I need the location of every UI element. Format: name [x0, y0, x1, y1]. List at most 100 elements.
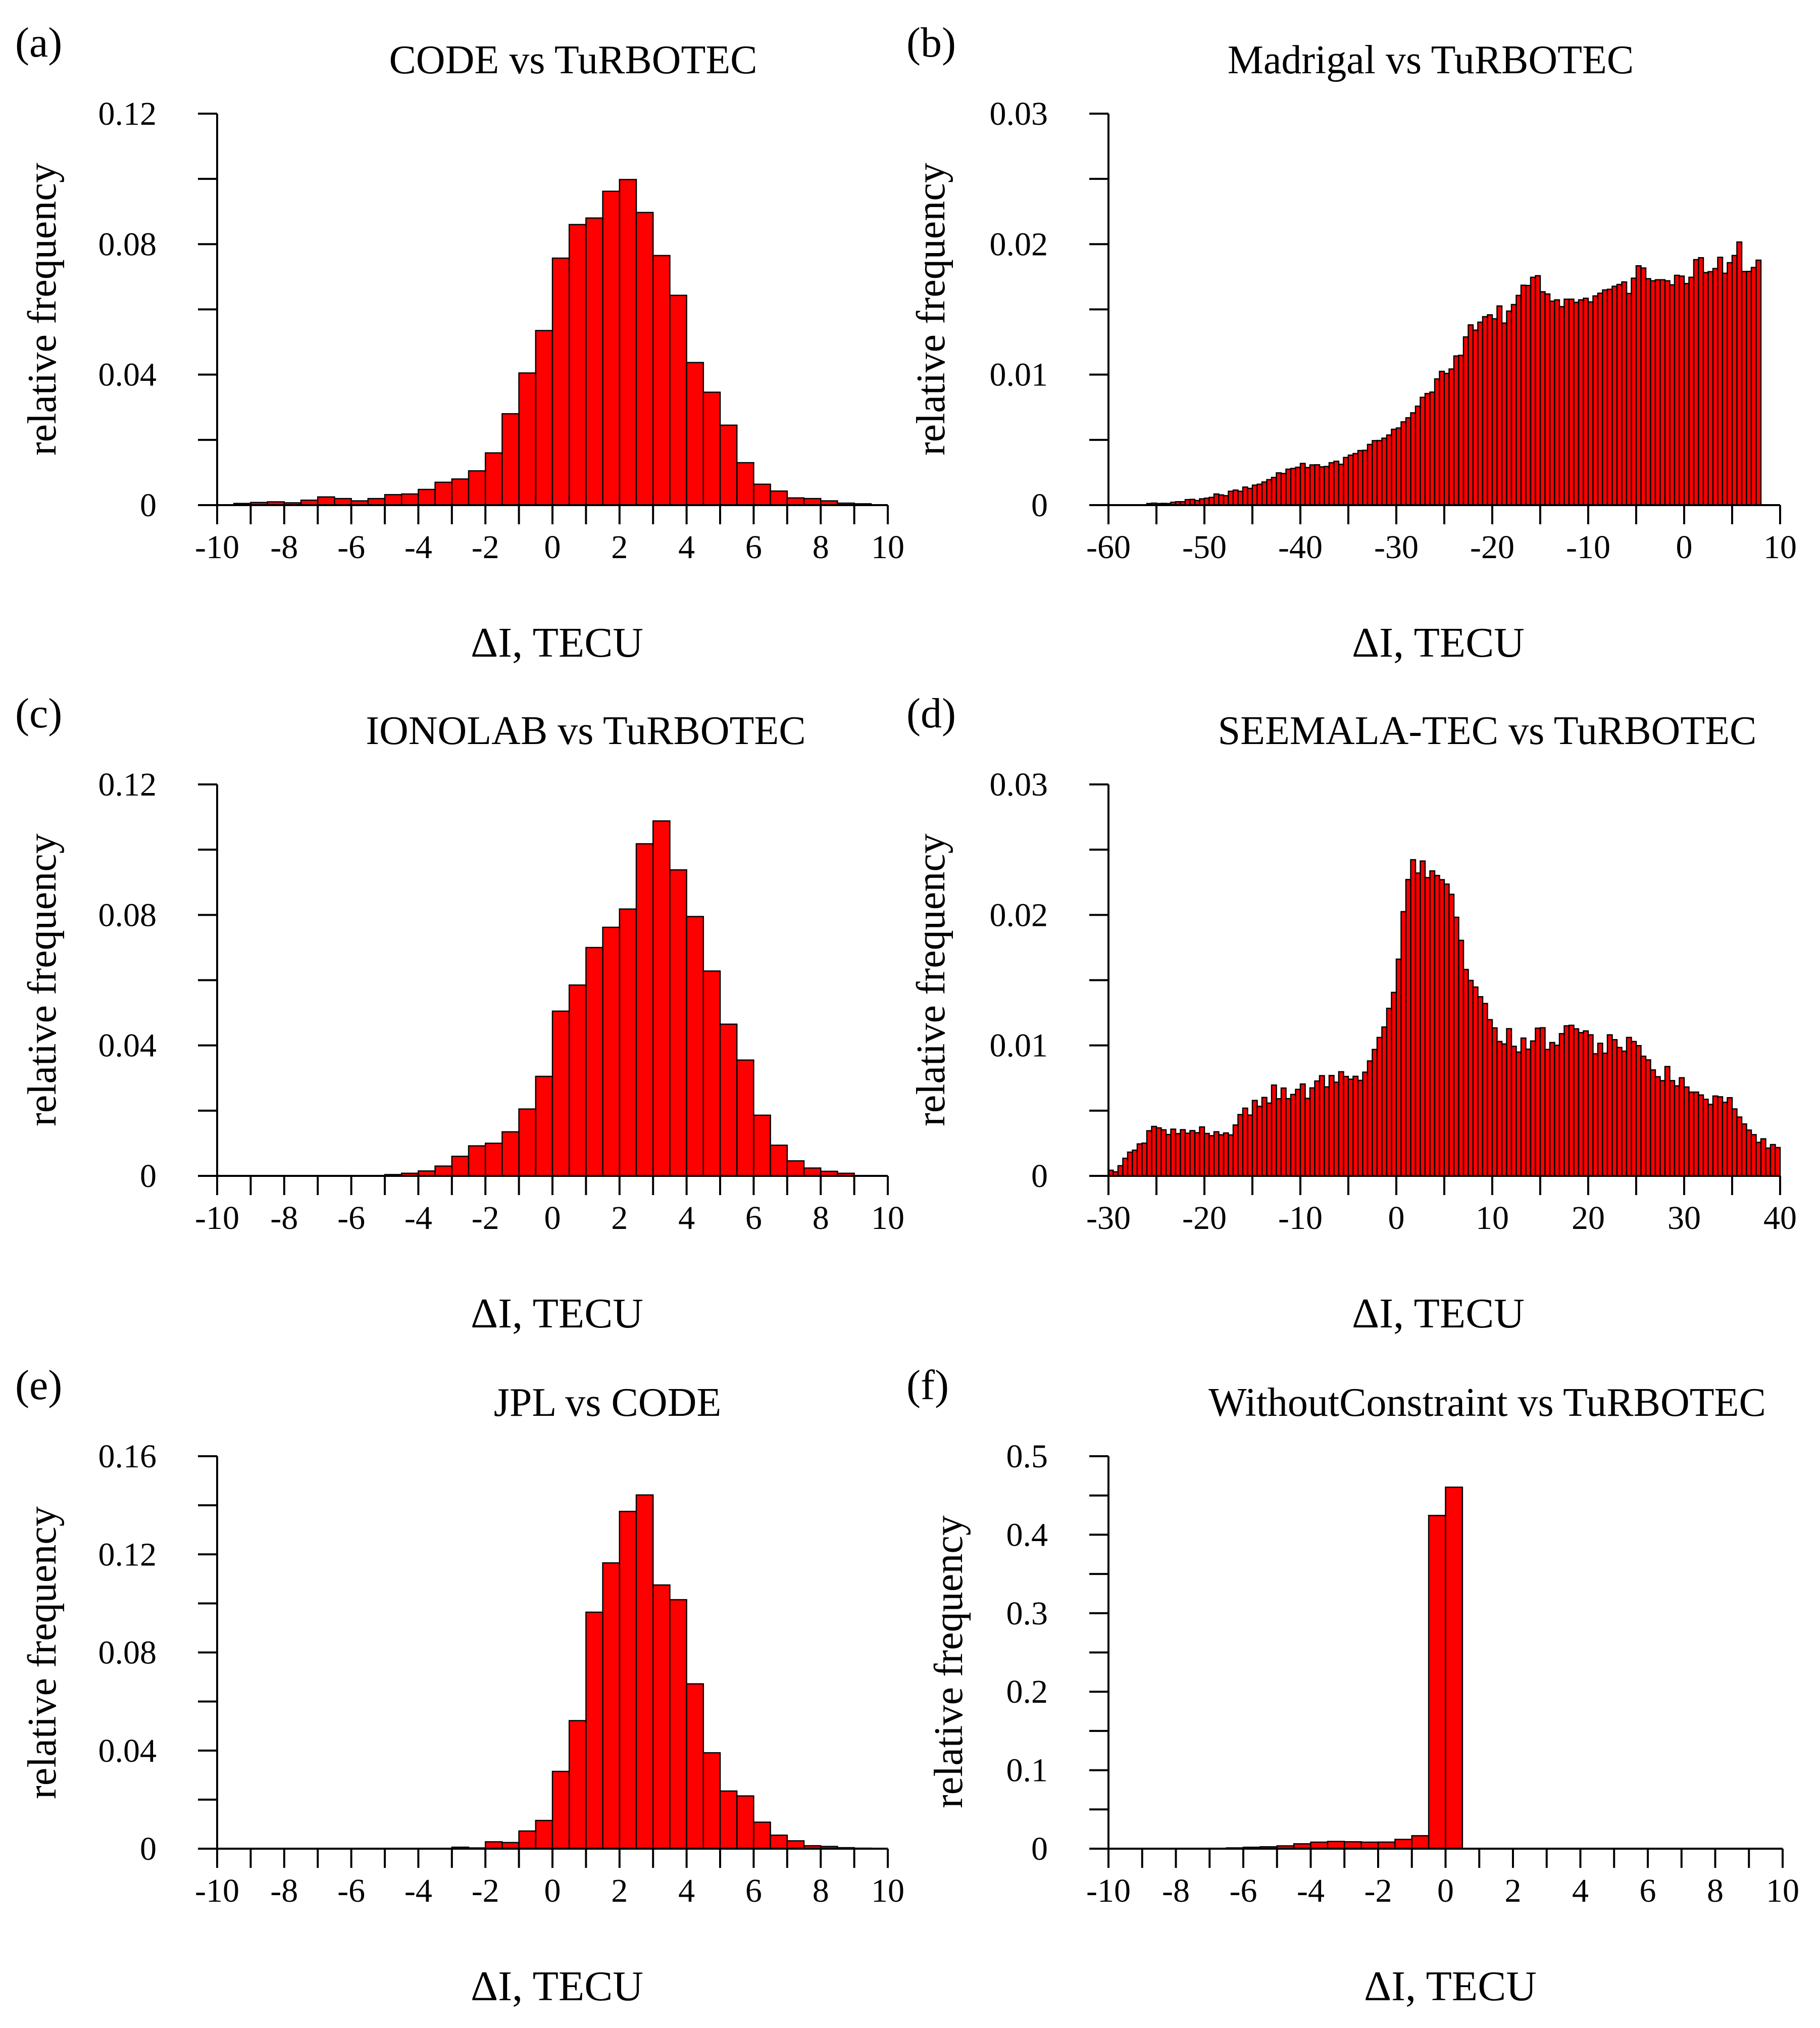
- panel-b-bar: [1247, 487, 1253, 506]
- panel-b-bar: [1535, 275, 1541, 506]
- panel-d-x-tick-label: -10: [1278, 1200, 1323, 1236]
- panel-b-bar: [1606, 288, 1613, 506]
- panel-a-y-tick-label: 0.12: [98, 95, 157, 132]
- panel-d-bar: [1141, 1142, 1148, 1177]
- panel-b-y-ticks: 0 0.01 0.02 0.03: [990, 95, 1108, 524]
- panel-c-bar: [719, 1023, 738, 1177]
- panel-b-bar: [1343, 457, 1349, 506]
- panel-c-x-tick-label: -2: [472, 1200, 499, 1236]
- panel-a-bar: [551, 257, 570, 506]
- panel-d-y-tick-label: 0.03: [990, 766, 1048, 803]
- panel-b-bar: [1736, 241, 1743, 506]
- panel-a-bar: [702, 391, 721, 506]
- panel-b-bar: [1386, 434, 1392, 506]
- panel-b-bar: [1501, 322, 1507, 506]
- panel-a-x-tick-label: -6: [337, 529, 365, 566]
- panel-b-bar: [1468, 324, 1474, 506]
- panel-b-bar: [1347, 454, 1354, 506]
- panel-b-bar: [1750, 267, 1757, 506]
- panel-e-bar: [736, 1795, 754, 1850]
- panel-b-bar: [1299, 463, 1306, 506]
- panel-b-bar: [1664, 280, 1671, 506]
- panel-a-bar: [770, 490, 788, 506]
- panel-d-bar: [1352, 1075, 1359, 1177]
- panel-e-x-tick-label: 6: [745, 1872, 762, 1909]
- panel-b-bar: [1554, 299, 1560, 506]
- panel-c-y-ticks: 0 0.04 0.08 0.12: [98, 766, 217, 1195]
- panel-a-x-axis-label: ΔI, TECU: [471, 619, 643, 666]
- panel-a-x-tick-label: -8: [270, 529, 298, 566]
- panel-d-bar: [1654, 1076, 1661, 1177]
- panel-c-x-tick-label: 10: [871, 1200, 904, 1236]
- panel-b-bar: [1395, 427, 1402, 506]
- panel-f-x-tick-label: 6: [1640, 1872, 1656, 1909]
- panel-b-bar: [1424, 392, 1431, 506]
- panel-e-x-tick-label: -2: [472, 1872, 499, 1909]
- panel-b-bar: [1213, 493, 1220, 506]
- panel-d-bar: [1674, 1085, 1680, 1177]
- panel-b-bar: [1712, 268, 1718, 506]
- panel-b-bar: [1295, 466, 1301, 506]
- panel-b-bar: [1285, 468, 1292, 506]
- panel-b-bar: [1506, 310, 1512, 506]
- panel-c-bar: [686, 916, 704, 1177]
- panel-b-bar: [1304, 467, 1311, 506]
- panel-d-bars: [1107, 859, 1781, 1177]
- panel-d-y-tick-label: 0: [1031, 1158, 1048, 1195]
- panel-e-y-tick-label: 0.12: [98, 1536, 157, 1573]
- panel-d-bar: [1539, 1027, 1546, 1177]
- panel-d-bar: [1462, 969, 1469, 1177]
- panel-b-x-tick-label: 0: [1676, 529, 1693, 566]
- panel-c-bar: [501, 1131, 520, 1177]
- panel-b-bar: [1314, 464, 1321, 506]
- panel-f-bar: [1428, 1515, 1446, 1850]
- panel-c-x-tick-label: -6: [337, 1200, 365, 1236]
- panel-a-y-ticks: 0 0.04 0.08 0.12: [98, 95, 217, 524]
- panel-a-bar: [669, 294, 687, 506]
- panel-d-bar: [1429, 870, 1436, 1177]
- panel-d-bar: [1563, 1025, 1570, 1177]
- panel-d-bar: [1184, 1132, 1191, 1177]
- panel-d-bar: [1160, 1129, 1167, 1177]
- panel-b-bar: [1208, 497, 1215, 506]
- panel-b-bar: [1602, 289, 1608, 506]
- panel-d-bar: [1750, 1134, 1757, 1177]
- panel-d-bar: [1372, 1049, 1378, 1177]
- panel-b-bar: [1434, 378, 1440, 506]
- panel-d-bar: [1175, 1133, 1181, 1177]
- panel-b-bar: [1429, 391, 1436, 506]
- panel-b-y-tick-label: 0.01: [990, 357, 1048, 393]
- panel-c-x-tick-label: 4: [678, 1200, 695, 1236]
- panel-d-bar: [1501, 1043, 1507, 1177]
- panel-b-bar: [1328, 462, 1335, 506]
- panel-b-bar: [1722, 272, 1728, 506]
- panel-b-bar: [1727, 262, 1733, 506]
- panel-b-x-tick-label: -20: [1470, 529, 1514, 566]
- panel-f-x-tick-label: -4: [1297, 1872, 1325, 1909]
- panel-c-bar: [786, 1160, 805, 1177]
- panel-a-x-tick-label: -4: [405, 529, 432, 566]
- panel-e-x-tick-label: -4: [405, 1872, 432, 1909]
- panel-a-y-tick-label: 0.08: [98, 226, 157, 263]
- panel-c-bar: [619, 908, 637, 1177]
- panel-d-bar: [1707, 1104, 1714, 1177]
- panel-e-y-tick-label: 0: [140, 1831, 157, 1867]
- panel-c-y-tick-label: 0.08: [98, 897, 157, 933]
- panel-f-bar: [1327, 1841, 1345, 1850]
- panel-d-bar: [1645, 1059, 1651, 1177]
- panel-c-bar: [551, 1010, 570, 1177]
- panel-d-bar: [1746, 1129, 1752, 1177]
- panel-d-bar: [1626, 1036, 1632, 1177]
- panel-c-bar: [468, 1145, 486, 1177]
- panel-b-title: Madrigal vs TuRBOTEC: [1228, 38, 1634, 82]
- panel-a-bar: [384, 494, 402, 506]
- panel-e-bar: [669, 1599, 687, 1850]
- panel-d-bar: [1223, 1132, 1229, 1177]
- panel-b-bar: [1592, 295, 1599, 506]
- panel-d-bar: [1232, 1124, 1239, 1177]
- panel-b-bar: [1405, 417, 1411, 506]
- panel-d-bar: [1669, 1080, 1676, 1177]
- panel-a-x-tick-label: 10: [871, 529, 904, 566]
- panel-d-x-axis-label: ΔI, TECU: [1352, 1290, 1525, 1337]
- panel-a-y-axis-label: relative frequency: [20, 163, 65, 456]
